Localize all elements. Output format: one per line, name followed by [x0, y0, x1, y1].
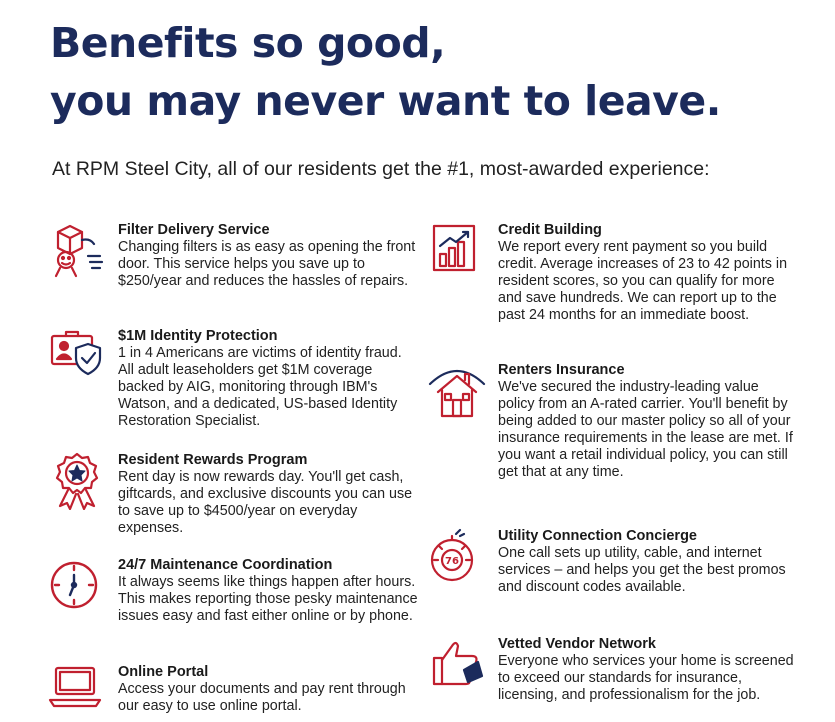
benefit-title: 24/7 Maintenance Coordination — [118, 557, 333, 573]
benefit-title: $1M Identity Protection — [118, 328, 278, 344]
delivery-box-character-icon — [48, 222, 106, 280]
benefit-title: Credit Building — [498, 222, 602, 238]
award-ribbon-star-icon — [48, 452, 106, 510]
id-card-shield-icon — [48, 328, 106, 386]
benefit-title: Online Portal — [118, 664, 209, 680]
benefit-description: Everyone who services your home is scree… — [498, 653, 794, 703]
benefit-description: One call sets up utility, cable, and int… — [498, 545, 786, 595]
benefit-description: Changing filters is as easy as opening t… — [118, 239, 416, 289]
headline-line-2: you may never want to leave. — [50, 77, 721, 125]
headline-line-1: Benefits so good, — [50, 19, 446, 67]
house-umbrella-icon — [428, 362, 486, 420]
bar-chart-growth-icon — [428, 222, 486, 280]
benefit-title: Utility Connection Concierge — [498, 528, 697, 544]
benefit-description: Rent day is now rewards day. You'll get … — [118, 469, 413, 536]
thumbs-up-icon — [428, 636, 486, 694]
benefit-description: 1 in 4 Americans are victims of identity… — [118, 345, 402, 429]
headline: Benefits so good, you may never want to … — [50, 14, 721, 130]
benefit-title: Filter Delivery Service — [118, 222, 270, 238]
benefit-description: We report every rent payment so you buil… — [498, 239, 788, 323]
utility-dial-icon: 76 — [428, 528, 486, 586]
benefit-title: Resident Rewards Program — [118, 452, 308, 468]
benefit-description: We've secured the industry-leading value… — [498, 379, 793, 480]
laptop-icon — [48, 664, 106, 722]
clock-icon — [48, 557, 106, 615]
intro-text: At RPM Steel City, all of our residents … — [52, 158, 710, 180]
dial-label: 76 — [445, 556, 459, 567]
benefit-description: Access your documents and pay rent throu… — [118, 681, 406, 714]
benefit-description: It always seems like things happen after… — [118, 574, 418, 624]
benefit-title: Vetted Vendor Network — [498, 636, 656, 652]
benefit-title: Renters Insurance — [498, 362, 625, 378]
